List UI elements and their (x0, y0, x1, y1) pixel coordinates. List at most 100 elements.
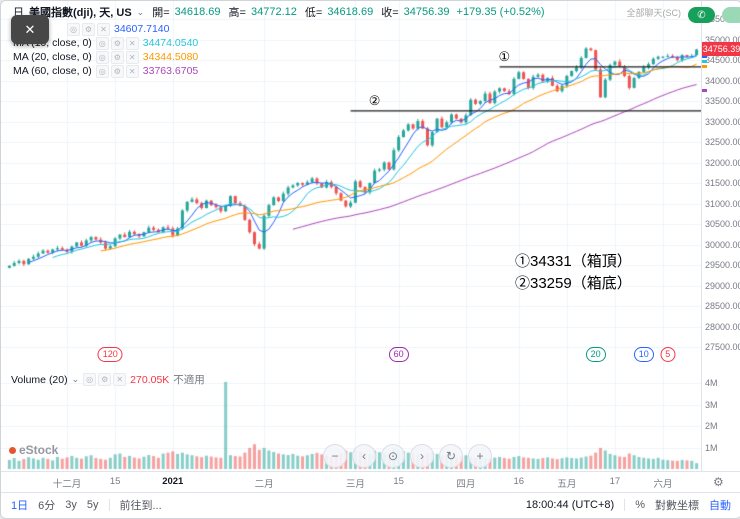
chevron-down-icon[interactable]: ⌄ (71, 374, 80, 384)
close-icon[interactable]: ✕ (125, 36, 139, 50)
pan-right-icon[interactable]: › (410, 444, 434, 468)
topright-watermark-text: 全部聊天(SC) (626, 8, 682, 18)
event-badge[interactable]: 5 (660, 347, 676, 362)
time-axis-label: 五月 (557, 479, 577, 490)
symbol-title[interactable]: 美國指數(dji), 天, US (29, 7, 132, 19)
price-axis-label: 32500.00 (705, 137, 740, 147)
legend-row-icons: ◎ ⚙ ✕ (95, 50, 139, 64)
interval-label[interactable]: 日 (13, 7, 24, 19)
price-axis[interactable]: 35500.0035000.0034500.0034000.0033500.00… (701, 1, 740, 471)
range-button-1日[interactable]: 1日 (11, 497, 28, 513)
box-line-marker[interactable]: ② (368, 92, 381, 108)
ma-label: MA (60, close, 0) (13, 65, 92, 77)
event-badge[interactable]: 20 (585, 347, 606, 362)
volume-axis-label: 2M (705, 421, 718, 431)
phone-button[interactable]: ✆ (688, 7, 715, 23)
open-label: 開= (152, 7, 170, 19)
chevron-down-icon[interactable]: ⌄ (136, 6, 145, 17)
time-axis-label: 17 (609, 476, 621, 487)
bottom-toolbar: 1日 6分 3y 5y 前往到... 18:00:44 (UTC+8) % 對數坐標 … (1, 492, 740, 517)
time-axis-label: 四月 (456, 479, 476, 490)
range-button-6分[interactable]: 6分 (38, 497, 55, 513)
box-line-marker[interactable]: ① (498, 48, 511, 64)
eye-icon[interactable]: ◎ (95, 64, 109, 78)
close-value: 34756.39 (403, 6, 450, 18)
gear-icon[interactable]: ⚙ (110, 64, 124, 78)
refresh-icon[interactable]: ↻ (439, 444, 463, 468)
axis-settings-gear-icon[interactable]: ⚙ (713, 475, 724, 489)
event-badge[interactable]: 60 (388, 347, 409, 362)
toolbar-right: 18:00:44 (UTC+8) % 對數坐標 自動 (526, 497, 731, 513)
volume-axis-label: 4M (705, 378, 718, 388)
range-button-5y[interactable]: 5y (86, 499, 99, 511)
toolbar-divider (624, 499, 626, 511)
pan-left-icon[interactable]: ‹ (352, 444, 376, 468)
ma-value: 34344.5080 (142, 51, 199, 63)
gear-icon[interactable]: ⚙ (82, 22, 95, 36)
percent-scale-toggle[interactable]: % (635, 499, 645, 511)
eye-icon[interactable]: ◎ (95, 36, 109, 50)
price-axis-label: 30500.00 (705, 219, 740, 229)
close-button[interactable]: ✕ (11, 15, 49, 44)
price-axis-label: 32000.00 (705, 157, 740, 168)
low-label: 低= (304, 7, 323, 19)
price-axis-label: 28500.00 (705, 301, 740, 311)
close-icon[interactable]: ✕ (113, 373, 127, 386)
log-scale-toggle[interactable]: 對數坐標 (655, 497, 699, 513)
volume-axis-label: 3M (705, 399, 718, 410)
price-axis-label: 28000.00 (705, 321, 740, 332)
high-value: 34772.12 (250, 6, 297, 18)
gear-icon[interactable]: ⚙ (110, 50, 124, 64)
current-price-badge: 34756.39 (702, 42, 740, 57)
partial-green-button[interactable] (722, 7, 740, 23)
change-value: +179.35 (+0.52%) (456, 6, 545, 18)
eye-icon[interactable]: ◎ (95, 50, 109, 64)
ma-legend-row[interactable]: ◎ ⚙ ✕ 34607.7140 (13, 22, 198, 36)
box-annotation: ①34331（箱頂） ②33259（箱底） (515, 251, 632, 295)
price-axis-label: 33000.00 (705, 116, 740, 127)
time-axis-label: 2021 (162, 476, 184, 487)
ma-price-tick (702, 89, 707, 93)
zoom-out-icon[interactable]: − (323, 444, 347, 468)
close-icon[interactable]: ✕ (125, 50, 139, 64)
time-axis-label: 六月 (653, 479, 673, 490)
phone-icon: ✆ (697, 9, 706, 21)
gear-icon[interactable]: ⚙ (98, 373, 112, 386)
chart-header: 日 美國指數(dji), 天, US ⌄ 開= 34618.69 高= 34772.… (13, 4, 545, 20)
reset-view-icon[interactable]: ⊙ (381, 444, 405, 468)
chart-pane-canvas[interactable] (1, 1, 701, 471)
goto-button[interactable]: 前往到... (120, 497, 162, 513)
low-value: 34618.69 (327, 6, 374, 18)
close-icon[interactable]: ✕ (125, 64, 139, 78)
time-axis-label: 16 (513, 476, 525, 487)
event-badge[interactable]: 10 (633, 347, 654, 362)
close-icon[interactable]: ✕ (97, 22, 110, 36)
volume-na-label: 不適用 (173, 374, 205, 386)
price-axis-label: 33500.00 (705, 96, 740, 106)
range-buttons: 1日 6分 3y 5y (11, 497, 99, 513)
ma-price-tick (702, 60, 707, 64)
toolbar-left: 1日 6分 3y 5y 前往到... (11, 497, 162, 513)
ma-value: 34474.0540 (142, 37, 199, 49)
price-axis-label: 29500.00 (705, 260, 740, 270)
event-badge[interactable]: 120 (97, 347, 123, 362)
volume-indicator-label[interactable]: Volume (20) (11, 373, 68, 386)
clock-label[interactable]: 18:00:44 (UTC+8) (525, 499, 615, 511)
time-axis-label: 二月 (254, 479, 274, 490)
range-button-3y[interactable]: 3y (65, 499, 77, 511)
time-axis[interactable]: ⚙ 十二月 15 2021 二月 三月 15 四月 16 五月 17 六月 (1, 471, 740, 493)
zoom-in-icon[interactable]: + (468, 444, 492, 468)
price-axis-label: 31500.00 (705, 178, 740, 188)
price-axis-label: 30000.00 (705, 239, 740, 250)
time-axis-label: 15 (109, 476, 121, 487)
ma-label: MA (20, close, 0) (13, 51, 92, 63)
ma-legend-row[interactable]: MA (60, close, 0) ◎ ⚙ ✕ 33763.6705 (13, 64, 198, 78)
price-axis-label: 31000.00 (705, 198, 740, 209)
auto-scale-toggle[interactable]: 自動 (709, 497, 731, 513)
eye-icon[interactable]: ◎ (83, 373, 97, 386)
ma-legend-row[interactable]: MA (20, close, 0) ◎ ⚙ ✕ 34344.5080 (13, 50, 198, 64)
eye-icon[interactable]: ◎ (67, 22, 80, 36)
gear-icon[interactable]: ⚙ (110, 36, 124, 50)
price-axis-label: 34000.00 (705, 75, 740, 86)
